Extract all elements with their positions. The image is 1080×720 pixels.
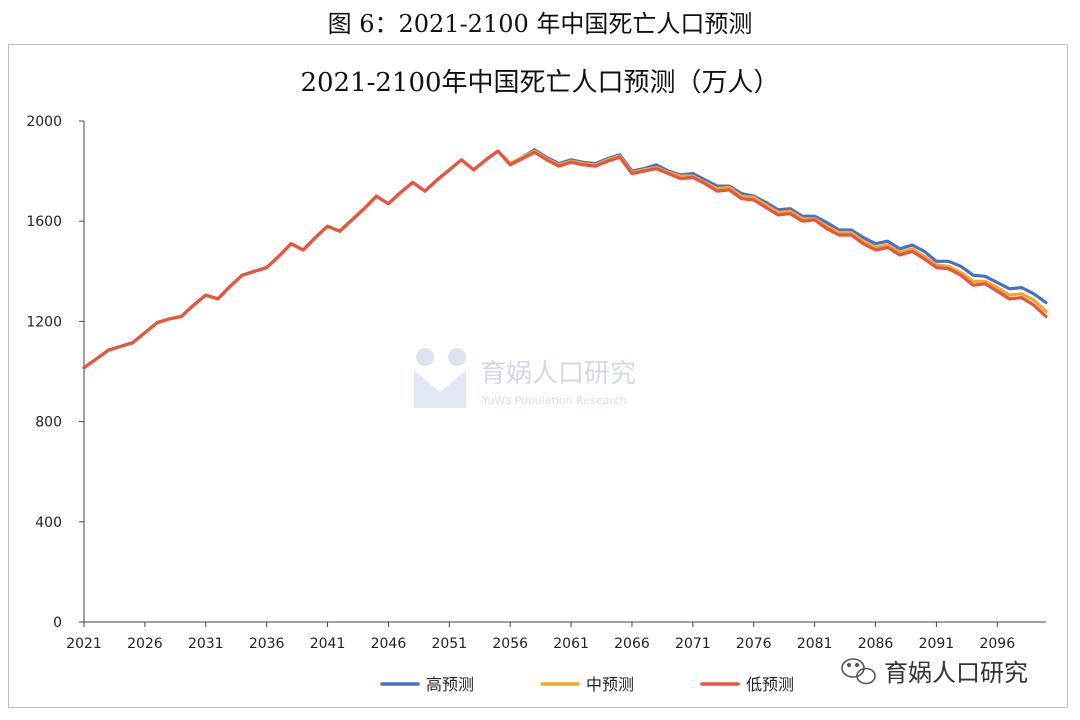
x-tick-label: 2066 xyxy=(614,636,650,652)
x-tick-label: 2051 xyxy=(431,636,467,652)
y-axis: 0 400 800 1200 1600 2000 xyxy=(26,114,85,631)
series-line-3 xyxy=(82,149,1048,370)
series-line-1 xyxy=(82,148,1048,370)
x-tick-label: 2026 xyxy=(127,636,163,652)
x-tick-label: 2056 xyxy=(492,636,528,652)
figure-caption: 图 6：2021-2100 年中国死亡人口预测 xyxy=(327,10,753,38)
watermark-text: 育娲人口研究 xyxy=(480,359,636,389)
x-tick-label: 2021 xyxy=(66,636,102,652)
watermark: 育娲人口研究 YuWa Population Research xyxy=(414,348,636,408)
x-tick-label: 2046 xyxy=(371,636,407,652)
series-lines xyxy=(82,148,1048,370)
wechat-badge-text: 育娲人口研究 xyxy=(884,659,1028,687)
legend-label: 高预测 xyxy=(426,675,474,694)
legend-label: 中预测 xyxy=(586,675,634,694)
y-tick-label: 0 xyxy=(53,615,62,631)
watermark-logo-icon xyxy=(414,348,466,408)
x-tick-label: 2031 xyxy=(188,636,224,652)
y-tick-label: 1600 xyxy=(26,214,62,230)
x-tick-label: 2081 xyxy=(797,636,833,652)
y-tick-label: 400 xyxy=(35,515,62,531)
chart-title: 2021-2100年中国死亡人口预测（万人） xyxy=(300,68,779,98)
series-line-2 xyxy=(82,149,1048,370)
x-tick-label: 2076 xyxy=(736,636,772,652)
x-tick-label: 2091 xyxy=(919,636,955,652)
x-axis: 2021 2026 2031 2036 2041 2046 2051 2056 2061 2066… xyxy=(66,621,1046,652)
y-tick-label: 1200 xyxy=(26,314,62,330)
x-tick-label: 2041 xyxy=(310,636,346,652)
x-tick-label: 2061 xyxy=(553,636,589,652)
wechat-badge: 育娲人口研究 xyxy=(841,658,1028,687)
y-tick-label: 800 xyxy=(35,415,62,431)
x-tick-label: 2071 xyxy=(675,636,711,652)
x-tick-label: 2036 xyxy=(249,636,285,652)
x-tick-label: 2096 xyxy=(979,636,1015,652)
watermark-subtext: YuWa Population Research xyxy=(481,394,627,407)
x-tick-label: 2086 xyxy=(858,636,894,652)
wechat-icon xyxy=(841,658,876,685)
legend-label: 低预测 xyxy=(746,675,794,694)
y-tick-label: 2000 xyxy=(26,114,62,130)
legend: 高预测 中预测 低预测 xyxy=(380,675,794,694)
